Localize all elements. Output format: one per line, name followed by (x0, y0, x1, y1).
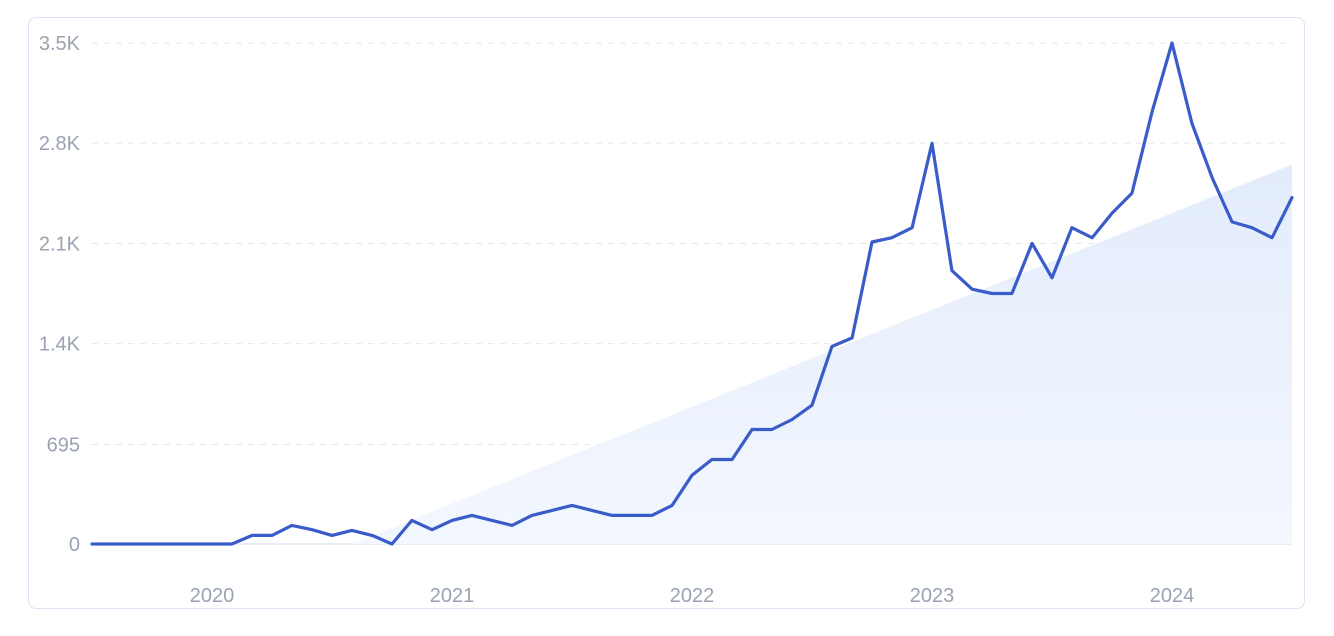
y-tick-label: 3.5K (39, 33, 81, 55)
x-tick-label: 2023 (910, 585, 955, 607)
x-tick-label: 2020 (190, 585, 235, 607)
y-tick-label: 0 (69, 534, 80, 556)
series-line (90, 41, 1294, 546)
y-tick-label: 2.1K (39, 233, 81, 255)
trend-area-fill (351, 164, 1292, 544)
trend-area (351, 164, 1292, 544)
series (90, 41, 1294, 546)
y-tick-label: 695 (47, 435, 80, 457)
x-tick-label: 2021 (430, 585, 475, 607)
x-tick-label: 2022 (670, 585, 715, 607)
axes: 0 695 1.4K 2.1K 2.8K 3.5K 2020 2021 2022 2023 2024 (39, 33, 1194, 607)
x-tick-label: 2024 (1150, 585, 1195, 607)
y-tick-label: 2.8K (39, 133, 81, 155)
y-tick-label: 1.4K (39, 334, 81, 356)
